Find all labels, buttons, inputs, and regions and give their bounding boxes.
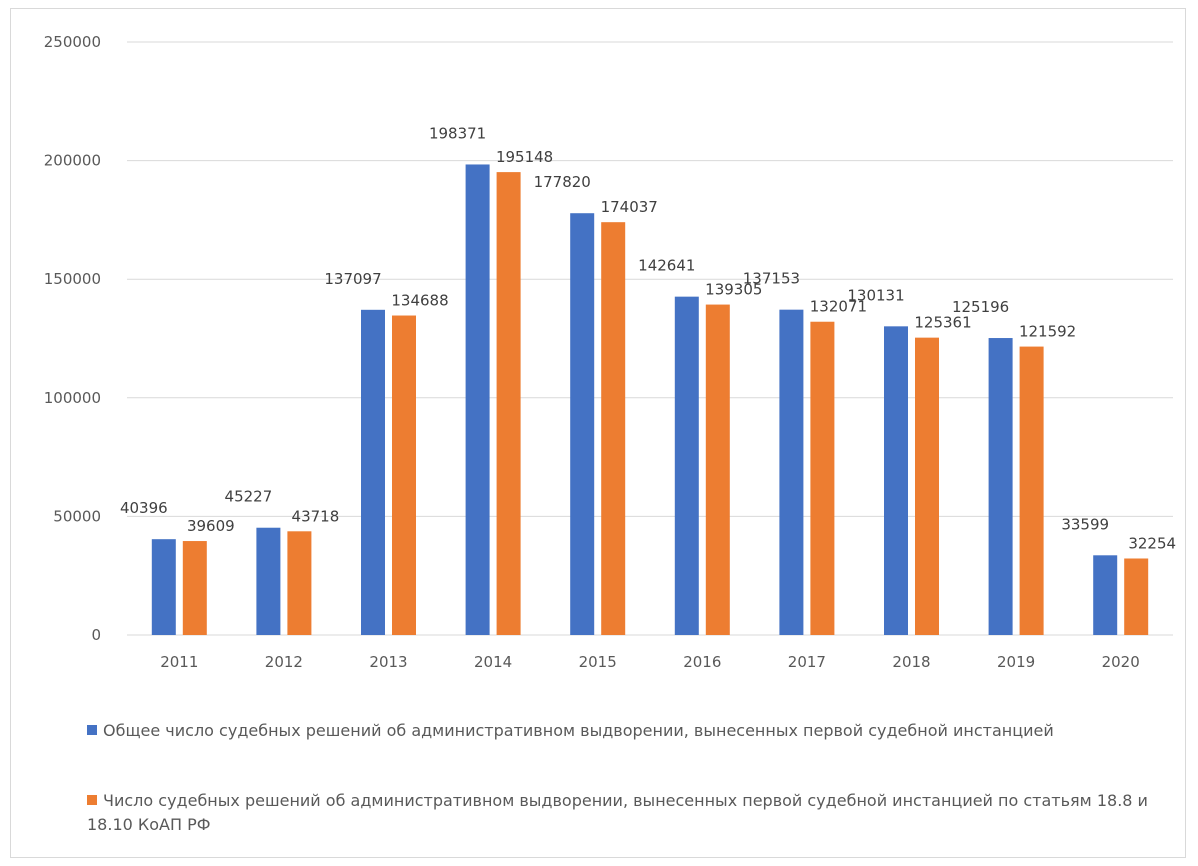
legend-item-total: Общее число судебных решений об админист… [87,719,1177,743]
bar-series-1 [601,222,626,635]
bar-series-1 [287,531,312,635]
y-tick-label: 200000 [44,152,101,170]
legend-swatch-blue [87,725,97,735]
data-label-series-1: 132071 [810,298,867,316]
data-label-series-1: 134688 [391,292,448,310]
data-label-series-1: 125361 [914,314,971,332]
bar-series-0 [151,539,176,635]
x-tick-label: 2012 [265,653,303,671]
bar-series-0 [988,338,1013,635]
data-label-series-0: 198371 [429,124,486,142]
bar-series-1 [705,304,730,635]
bars [151,164,1149,636]
data-label-series-1: 195148 [496,148,553,166]
bar-series-0 [256,527,281,635]
data-label-series-1: 139305 [705,281,762,299]
bar-series-0 [1093,555,1118,635]
data-label-series-0: 142641 [638,257,695,275]
x-tick-label: 2016 [683,653,721,671]
bar-series-1 [810,321,835,635]
data-label-series-1: 43718 [292,507,340,525]
x-tick-label: 2013 [369,653,407,671]
x-tick-label: 2011 [160,653,198,671]
x-tick-label: 2019 [997,653,1035,671]
legend-label-total: Общее число судебных решений об админист… [103,721,1054,740]
data-label-series-0: 137097 [324,270,381,288]
data-labels: 40396 39609 45227 43718 137097 134688 198371 19… [120,124,1176,552]
data-label-series-1: 121592 [1019,323,1076,341]
x-tick-label: 2017 [788,653,826,671]
bar-series-0 [884,326,908,635]
x-tick-label: 2018 [892,653,930,671]
data-label-series-1: 39609 [187,517,235,535]
bar-series-1 [1124,558,1149,635]
x-axis-ticks: 2011 2012 2013 2014 2015 2016 2017 2018 2019 2020 [160,653,1140,671]
bar-series-0 [674,296,699,635]
data-label-series-0: 40396 [120,499,168,517]
data-label-series-0: 33599 [1061,515,1109,533]
legend-item-articles: Число судебных решений об административн… [87,789,1177,837]
bar-series-0 [570,213,595,636]
legend-label-articles: Число судебных решений об административн… [87,791,1148,834]
data-label-series-1: 174037 [601,198,658,216]
data-label-series-0: 137153 [743,270,800,288]
gridlines [127,41,1173,636]
data-label-series-0: 177820 [534,173,591,191]
y-tick-label: 150000 [44,270,101,288]
bar-series-1 [1019,346,1044,635]
data-label-series-1: 32254 [1128,534,1176,552]
y-tick-label: 0 [91,626,101,644]
bar-series-1 [392,315,416,635]
x-tick-label: 2020 [1102,653,1140,671]
bar-series-1 [496,172,521,635]
bar-series-0 [361,309,385,635]
y-axis-ticks: 0 50000 100000 150000 200000 250000 [44,33,101,644]
bar-series-0 [465,164,490,635]
data-label-series-0: 125196 [952,298,1009,316]
x-tick-label: 2015 [579,653,617,671]
chart-frame: 0 50000 100000 150000 200000 250000 40396 3960… [10,8,1186,858]
data-label-series-0: 130131 [847,286,904,304]
y-tick-label: 250000 [44,33,101,51]
x-tick-label: 2014 [474,653,512,671]
data-label-series-0: 45227 [225,488,273,506]
bar-chart: 0 50000 100000 150000 200000 250000 40396 3960… [44,33,1176,671]
legend-swatch-orange [87,795,97,805]
y-tick-label: 100000 [44,389,101,407]
bar-series-1 [182,541,207,635]
bar-series-0 [779,309,804,635]
bar-series-1 [915,337,939,635]
y-tick-label: 50000 [53,507,101,525]
